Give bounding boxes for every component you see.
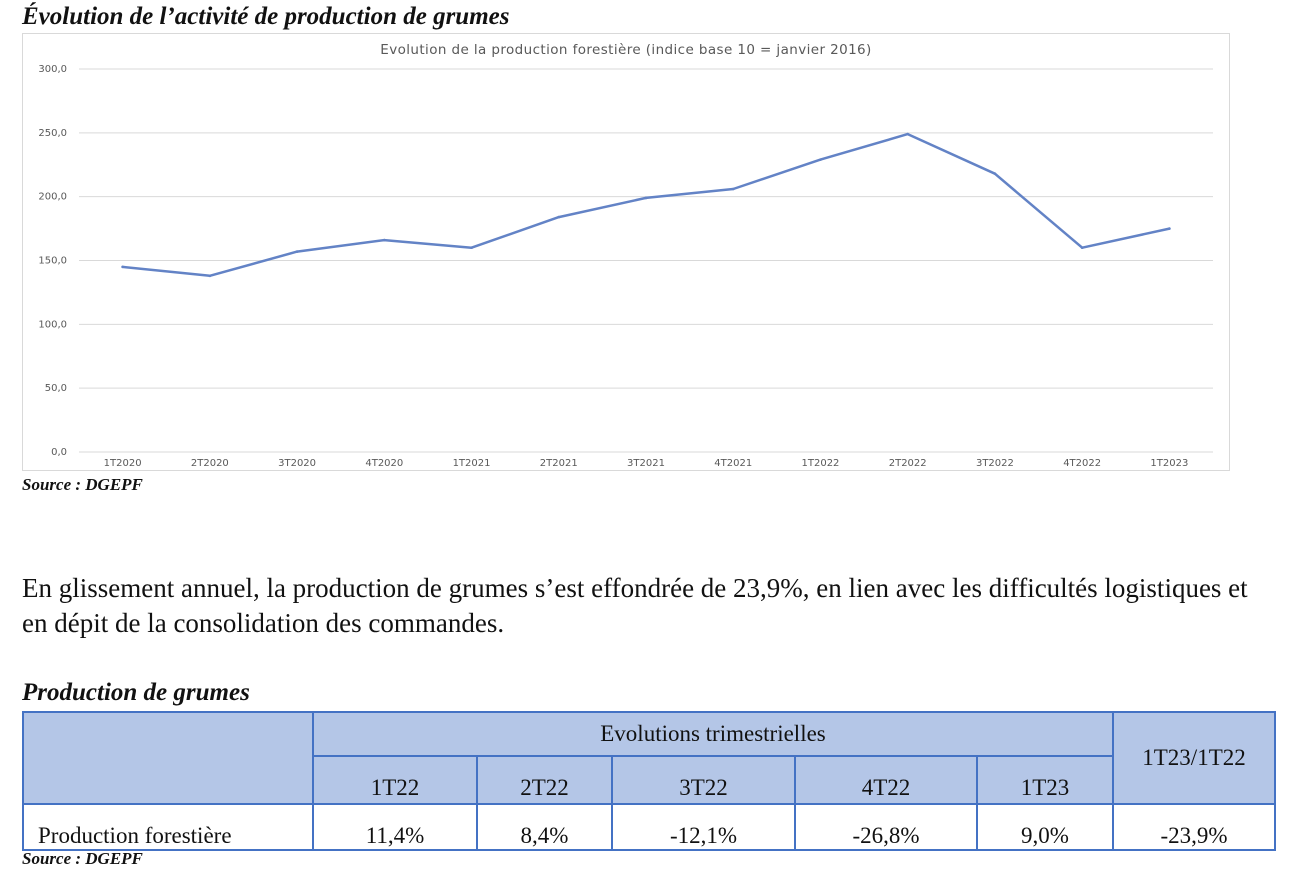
data-point — [731, 187, 735, 191]
chart-source: Source : DGEPF — [22, 475, 143, 494]
data-point — [1168, 227, 1171, 230]
data-point — [470, 246, 473, 250]
table-corner-cell — [22, 711, 314, 805]
x-tick-label: 3T2021 — [627, 458, 665, 469]
data-point — [383, 238, 386, 242]
x-tick-label: 4T2020 — [365, 458, 403, 469]
x-tick-label: 1T2020 — [104, 458, 142, 469]
value-cell: -12,1% — [611, 803, 796, 851]
group-header-cell: Evolutions trimestrielles — [312, 711, 1114, 757]
y-tick-label: 0,0 — [51, 447, 67, 458]
quarter-header-cell: 1T23 — [976, 755, 1114, 805]
x-tick-label: 1T2022 — [802, 458, 840, 469]
data-point — [1080, 246, 1084, 250]
x-tick-label: 2T2020 — [191, 458, 229, 469]
data-point — [819, 158, 822, 161]
chart-title: Evolution de la production forestière (i… — [380, 42, 871, 58]
y-tick-label: 150,0 — [38, 256, 67, 267]
y-tick-label: 200,0 — [38, 192, 67, 203]
value-cell: 8,4% — [476, 803, 613, 851]
body-paragraph: En glissement annuel, la production de g… — [22, 573, 1248, 638]
line-chart: Evolution de la production forestière (i… — [22, 33, 1230, 471]
x-tick-label: 3T2020 — [278, 458, 316, 469]
y-tick-label: 50,0 — [45, 383, 67, 394]
x-tick-label: 1T2021 — [453, 458, 491, 469]
value-cell: 9,0% — [976, 803, 1114, 851]
row-label-cell: Production forestière — [22, 803, 314, 851]
quarter-header-cell: 2T22 — [476, 755, 613, 805]
x-tick-label: 2T2022 — [889, 458, 927, 469]
y-tick-label: 300,0 — [38, 64, 67, 75]
table-row: Production forestière 11,4% 8,4% -12,1% … — [22, 803, 1276, 851]
series-line — [121, 132, 1171, 278]
annual-header-cell: 1T23/1T22 — [1112, 711, 1276, 805]
production-table: Evolutions trimestrielles 1T23/1T22 1T22… — [22, 711, 1276, 851]
x-tick-label: 3T2022 — [976, 458, 1014, 469]
quarter-header-cell: 3T22 — [611, 755, 796, 805]
quarter-header-cell: 1T22 — [312, 755, 478, 805]
data-point — [906, 132, 909, 136]
chart-canvas: Evolution de la production forestière (i… — [38, 42, 1213, 469]
y-tick-label: 100,0 — [38, 319, 67, 330]
x-tick-label: 4T2022 — [1063, 458, 1101, 469]
value-cell: 11,4% — [312, 803, 478, 851]
x-tick-label: 4T2021 — [714, 458, 752, 469]
table-source: Source : DGEPF — [22, 849, 143, 868]
section-heading-table: Production de grumes — [22, 679, 250, 706]
x-tick-label: 1T2023 — [1150, 458, 1188, 469]
value-cell: -26,8% — [794, 803, 978, 851]
data-point — [295, 250, 299, 253]
y-tick-label: 250,0 — [38, 128, 67, 139]
data-point — [993, 172, 997, 175]
data-point — [644, 196, 648, 200]
annual-value-cell: -23,9% — [1112, 803, 1276, 851]
section-heading-chart: Évolution de l’activité de production de… — [22, 3, 510, 30]
data-point — [121, 265, 124, 269]
x-tick-label: 2T2021 — [540, 458, 578, 469]
quarter-header-cell: 4T22 — [794, 755, 978, 805]
data-point — [557, 215, 561, 219]
data-point — [208, 274, 212, 278]
